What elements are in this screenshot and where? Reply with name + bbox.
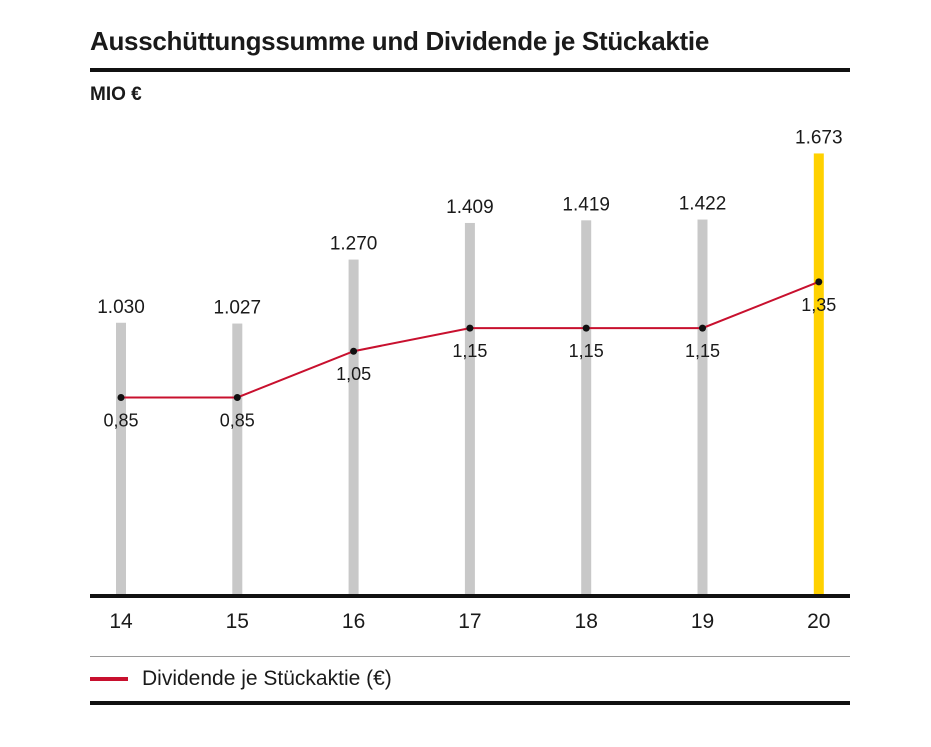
x-tick-label-20: 20 <box>807 610 830 633</box>
dividend-point-20 <box>815 278 823 286</box>
bar-17 <box>464 222 475 595</box>
dividend-value-label-20: 1,35 <box>801 295 836 315</box>
dividend-value-label-18: 1,15 <box>569 341 604 361</box>
dividend-point-17 <box>466 324 474 332</box>
dividend-point-18 <box>582 324 590 332</box>
bar-value-label-14: 1.030 <box>97 297 145 318</box>
x-axis-baseline <box>90 594 850 598</box>
x-tick-label-19: 19 <box>691 610 714 633</box>
dividend-value-label-17: 1,15 <box>452 341 487 361</box>
title-rule <box>90 68 850 72</box>
legend-top-rule <box>90 656 850 657</box>
bar-value-label-15: 1.027 <box>214 298 262 319</box>
x-tick-label-17: 17 <box>458 610 481 633</box>
x-tick-label-16: 16 <box>342 610 365 633</box>
dividend-value-label-19: 1,15 <box>685 341 720 361</box>
dividend-value-label-16: 1,05 <box>336 364 371 384</box>
bar-19 <box>697 219 708 595</box>
bar-18 <box>581 220 592 594</box>
dividend-point-14 <box>117 393 125 401</box>
dividend-point-15 <box>233 393 241 401</box>
bar-16 <box>348 259 359 594</box>
bar-value-label-19: 1.422 <box>679 194 727 215</box>
dividend-point-16 <box>350 347 358 355</box>
unit-label: MIO € <box>90 84 142 105</box>
legend-bottom-rule <box>90 701 850 705</box>
bar-value-label-20: 1.673 <box>795 127 843 148</box>
dividend-point-19 <box>699 324 706 332</box>
legend-label-dividend: Dividende je Stückaktie (€) <box>142 667 392 690</box>
legend: Dividende je Stückaktie (€) <box>90 662 392 696</box>
bar-value-label-18: 1.419 <box>562 194 610 215</box>
x-tick-label-18: 18 <box>575 610 598 633</box>
legend-swatch-dividend <box>90 677 128 681</box>
bar-value-label-16: 1.270 <box>330 234 378 255</box>
chart-title: Ausschüttungssumme und Dividende je Stüc… <box>90 26 709 56</box>
dividend-value-label-14: 0,85 <box>103 410 138 430</box>
dividend-value-label-15: 0,85 <box>220 410 255 430</box>
bar-20 <box>813 153 824 594</box>
bar-14 <box>116 322 126 594</box>
x-tick-label-14: 14 <box>109 610 133 633</box>
x-tick-label-15: 15 <box>226 610 249 633</box>
bar-value-label-17: 1.409 <box>446 197 494 218</box>
bar-15 <box>232 323 243 594</box>
